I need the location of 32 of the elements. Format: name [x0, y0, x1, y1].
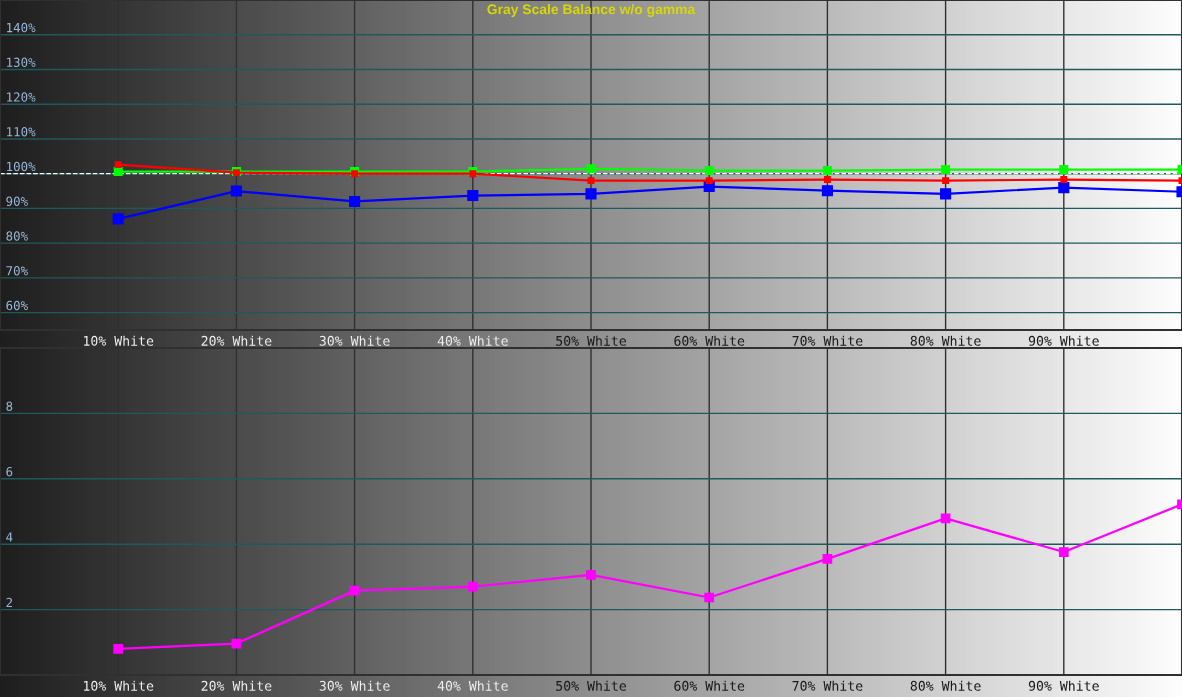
- x-tick-label: 20% White: [201, 335, 272, 346]
- x-tick-label: 60% White: [674, 335, 745, 346]
- y-tick-label: 2: [6, 597, 13, 607]
- x-tick-label: 10% White: [84, 335, 154, 346]
- x-tick-label: 20% White: [201, 680, 272, 691]
- y-tick-label: 90%: [6, 196, 28, 206]
- x-tick-label: 30% White: [319, 680, 390, 691]
- y-tick-label: 60%: [6, 300, 28, 311]
- x-tick-label: 50% White: [556, 680, 626, 691]
- x-tick-label: 40% White: [437, 335, 508, 346]
- x-tick-label: 90% White: [1028, 680, 1099, 691]
- x-tick-label: 30% White: [319, 335, 390, 346]
- x-tick-label: 80% White: [910, 335, 981, 346]
- y-tick-label: 120%: [7, 92, 36, 102]
- y-tick-label: 8: [6, 401, 13, 411]
- y-tick-label: 80%: [6, 231, 28, 241]
- x-tick-label: 70% White: [792, 335, 863, 346]
- y-tick-label: 140%: [7, 22, 36, 33]
- y-tick-label: 130%: [7, 57, 36, 68]
- x-tick-label: 60% White: [674, 680, 745, 691]
- y-tick-label: 6: [6, 466, 13, 477]
- y-tick-label: 110%: [7, 127, 36, 137]
- x-tick-label: 80% White: [910, 680, 981, 691]
- x-tick-label: 10% White: [84, 680, 154, 691]
- y-tick-label: 70%: [6, 266, 28, 276]
- chart-title: Gray Scale Balance w/o gamma: [487, 4, 696, 18]
- x-tick-label: 40% White: [437, 680, 508, 691]
- y-tick-label: 4: [6, 532, 13, 542]
- x-tick-label: 70% White: [792, 680, 863, 691]
- y-tick-label: 100%: [7, 161, 36, 172]
- x-tick-label: 90% White: [1028, 335, 1099, 346]
- x-tick-label: 50% White: [556, 335, 626, 346]
